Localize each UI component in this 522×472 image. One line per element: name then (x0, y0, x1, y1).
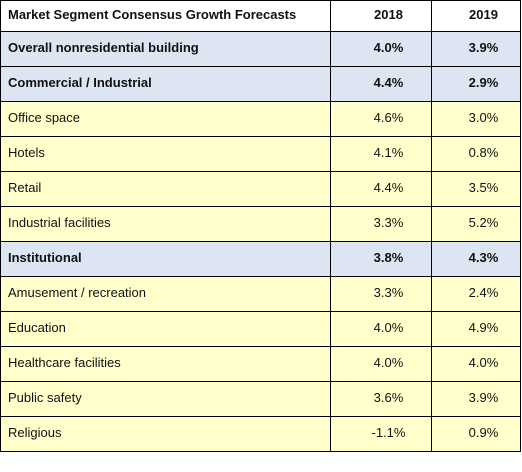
value-2019-cell: 3.9% (431, 31, 521, 67)
value-2018: 3.8% (373, 250, 404, 265)
header-row: Market Segment Consensus Growth Forecast… (0, 0, 521, 32)
segment-label: Institutional (8, 250, 82, 265)
value-2019-cell: 5.2% (431, 206, 521, 242)
value-2018: 3.6% (373, 390, 404, 405)
value-2018: 4.0% (373, 40, 404, 55)
value-2018-cell: 4.0% (330, 311, 432, 347)
value-2018: 4.4% (373, 180, 404, 195)
table-row-education: Education 4.0% 4.9% (0, 311, 521, 347)
segment-label: Overall nonresidential building (8, 40, 199, 55)
value-2019: 2.9% (468, 75, 499, 90)
value-2019-cell: 3.5% (431, 171, 521, 207)
value-2018: 4.4% (373, 75, 404, 90)
table-row-amusement-recreation: Amusement / recreation 3.3% 2.4% (0, 276, 521, 312)
value-2019-cell: 2.4% (431, 276, 521, 312)
segment-label: Industrial facilities (8, 215, 111, 230)
value-2018: 3.3% (373, 285, 404, 300)
value-2019-cell: 3.9% (431, 381, 521, 417)
segment-cell: Education (0, 311, 331, 347)
segment-label: Retail (8, 180, 42, 195)
segment-cell: Overall nonresidential building (0, 31, 331, 67)
segment-column-header-text: Market Segment Consensus Growth Forecast… (8, 7, 297, 22)
value-2018-cell: 4.0% (330, 346, 432, 382)
value-2019: 4.0% (468, 355, 499, 370)
segment-cell: Industrial facilities (0, 206, 331, 242)
value-2019-cell: 4.9% (431, 311, 521, 347)
segment-label: Healthcare facilities (8, 355, 121, 370)
year-2018-column-header-text: 2018 (374, 7, 403, 22)
table-row-industrial-facilities: Industrial facilities 3.3% 5.2% (0, 206, 521, 242)
value-2019: 5.2% (468, 215, 499, 230)
segment-cell: Public safety (0, 381, 331, 417)
value-2018: 3.3% (373, 215, 404, 230)
segment-label: Hotels (8, 145, 45, 160)
year-2019-column-header-text: 2019 (469, 7, 498, 22)
year-2018-column-header: 2018 (330, 0, 432, 32)
value-2019: 4.3% (468, 250, 499, 265)
forecast-table: Market Segment Consensus Growth Forecast… (0, 0, 521, 452)
value-2018-cell: 4.4% (330, 66, 432, 102)
value-2018: 4.0% (373, 355, 404, 370)
value-2019: 4.9% (468, 320, 499, 335)
value-2018-cell: -1.1% (330, 416, 432, 452)
value-2019-cell: 4.3% (431, 241, 521, 277)
table-row-hotels: Hotels 4.1% 0.8% (0, 136, 521, 172)
value-2018: 4.1% (373, 145, 404, 160)
segment-label: Education (8, 320, 66, 335)
table-row-institutional: Institutional 3.8% 4.3% (0, 241, 521, 277)
value-2019: 3.0% (468, 110, 499, 125)
segment-cell: Institutional (0, 241, 331, 277)
value-2019: 3.9% (468, 40, 499, 55)
segment-column-header: Market Segment Consensus Growth Forecast… (0, 0, 331, 32)
value-2018: 4.6% (373, 110, 404, 125)
segment-cell: Amusement / recreation (0, 276, 331, 312)
value-2018-cell: 3.6% (330, 381, 432, 417)
segment-label: Religious (8, 425, 62, 440)
value-2019-cell: 0.9% (431, 416, 521, 452)
segment-label: Public safety (8, 390, 82, 405)
value-2019: 3.5% (468, 180, 499, 195)
value-2018-cell: 3.3% (330, 276, 432, 312)
table-row-commercial-industrial: Commercial / Industrial 4.4% 2.9% (0, 66, 521, 102)
value-2018-cell: 3.3% (330, 206, 432, 242)
value-2019-cell: 3.0% (431, 101, 521, 137)
value-2019: 0.8% (468, 145, 499, 160)
value-2018: 4.0% (373, 320, 404, 335)
table-row-public-safety: Public safety 3.6% 3.9% (0, 381, 521, 417)
segment-cell: Hotels (0, 136, 331, 172)
value-2019-cell: 2.9% (431, 66, 521, 102)
value-2018: -1.1% (371, 425, 406, 440)
segment-cell: Religious (0, 416, 331, 452)
table-row-overall-nonresidential: Overall nonresidential building 4.0% 3.9… (0, 31, 521, 67)
value-2018-cell: 4.1% (330, 136, 432, 172)
value-2019: 2.4% (468, 285, 499, 300)
segment-label: Commercial / Industrial (8, 75, 152, 90)
table-row-religious: Religious -1.1% 0.9% (0, 416, 521, 452)
segment-cell: Retail (0, 171, 331, 207)
table-row-healthcare-facilities: Healthcare facilities 4.0% 4.0% (0, 346, 521, 382)
segment-label: Amusement / recreation (8, 285, 147, 300)
table-row-retail: Retail 4.4% 3.5% (0, 171, 521, 207)
value-2018-cell: 3.8% (330, 241, 432, 277)
value-2019-cell: 4.0% (431, 346, 521, 382)
value-2019: 0.9% (468, 425, 499, 440)
year-2019-column-header: 2019 (431, 0, 521, 32)
value-2019-cell: 0.8% (431, 136, 521, 172)
segment-cell: Healthcare facilities (0, 346, 331, 382)
value-2018-cell: 4.4% (330, 171, 432, 207)
value-2018-cell: 4.6% (330, 101, 432, 137)
table-row-office-space: Office space 4.6% 3.0% (0, 101, 521, 137)
value-2019: 3.9% (468, 390, 499, 405)
segment-label: Office space (8, 110, 81, 125)
value-2018-cell: 4.0% (330, 31, 432, 67)
segment-cell: Office space (0, 101, 331, 137)
segment-cell: Commercial / Industrial (0, 66, 331, 102)
